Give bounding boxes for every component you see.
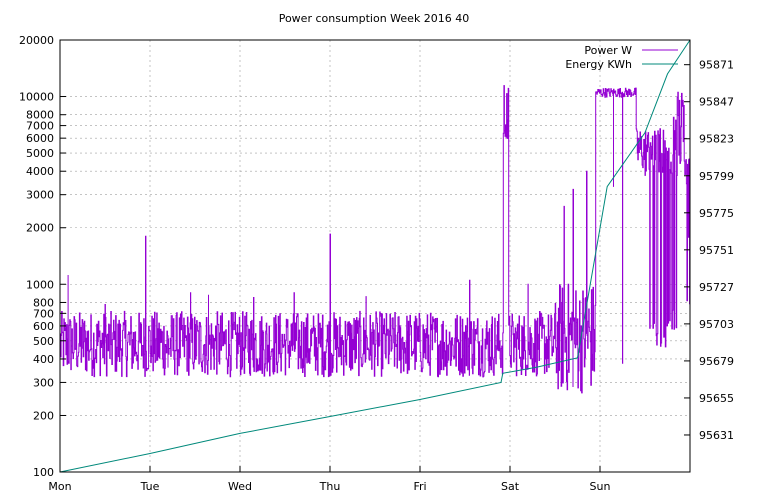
y-left-tick-label: 1000 <box>26 278 54 291</box>
y-left-tick-label: 6000 <box>26 132 54 145</box>
x-tick-label: Mon <box>48 480 71 493</box>
y-right-tick-label: 95775 <box>699 207 734 220</box>
y-right-tick-label: 95823 <box>699 133 734 146</box>
energy-line <box>59 39 691 473</box>
y-right-tick-label: 95631 <box>699 429 734 442</box>
x-tick-label: Thu <box>319 480 341 493</box>
y-right-tick-label: 95655 <box>699 392 734 405</box>
y-left-tick-label: 4000 <box>26 165 54 178</box>
y-right-tick-label: 95847 <box>699 96 734 109</box>
y-left-tick-label: 300 <box>33 376 54 389</box>
y-right-tick-label: 95871 <box>699 59 734 72</box>
plot-frame <box>59 39 691 473</box>
legend-label-power: Power W <box>584 44 632 57</box>
power-series <box>60 85 691 394</box>
y-left-tick-label: 100 <box>33 466 54 479</box>
power-line <box>60 85 691 394</box>
y-left-tick-label: 2000 <box>26 222 54 235</box>
x-tick-label: Wed <box>228 480 252 493</box>
x-tick-label: Fri <box>413 480 426 493</box>
y-right-tick-label: 95799 <box>699 170 734 183</box>
grid <box>60 40 690 472</box>
y-left-tick-label: 200 <box>33 409 54 422</box>
y-left-tick-label: 3000 <box>26 189 54 202</box>
x-tick-label: Sat <box>501 480 520 493</box>
y-right-tick-label: 95751 <box>699 244 734 257</box>
x-tick-label: Sun <box>590 480 611 493</box>
y-left-tick-label: 20000 <box>19 34 54 47</box>
legend: Power W Energy KWh <box>565 44 678 71</box>
legend-label-energy: Energy KWh <box>565 58 632 71</box>
y-left-tick-label: 700 <box>33 307 54 320</box>
y-left-tick-label: 10000 <box>19 91 54 104</box>
x-tick-label: Tue <box>140 480 160 493</box>
y-right-tick-label: 95679 <box>699 355 734 368</box>
y-left-tick-label: 400 <box>33 353 54 366</box>
y-right-tick-label: 95727 <box>699 281 734 294</box>
y-left-tick-label: 5000 <box>26 147 54 160</box>
y-left-tick-label: 600 <box>33 320 54 333</box>
y-left-tick-label: 7000 <box>26 120 54 133</box>
y-left-tick-label: 800 <box>33 296 54 309</box>
energy-series <box>59 39 691 473</box>
y-right-tick-label: 95703 <box>699 318 734 331</box>
y-left-tick-label: 500 <box>33 335 54 348</box>
y-left-tick-label: 8000 <box>26 109 54 122</box>
chart-title: Power consumption Week 2016 40 <box>279 12 470 25</box>
